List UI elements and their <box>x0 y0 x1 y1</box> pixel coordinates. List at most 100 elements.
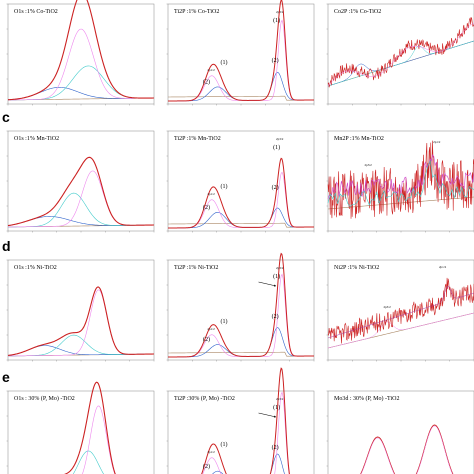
peak-annotation: 2p3/2 <box>276 137 284 141</box>
panel-title: Ti2P :1% Ni-TiO2 <box>174 265 218 271</box>
panel-o1s-1: O1s :1% Mn-TiO2 <box>6 130 155 233</box>
peak-annotation: (2) <box>272 444 279 451</box>
panel-frame <box>327 3 474 105</box>
panel-title: Mo3d : 30% (P, Mo) -TiO2 <box>334 395 399 402</box>
peak-annotation: (2) <box>203 336 210 343</box>
measured-spectrum <box>327 277 474 344</box>
panel-dopant-3: Mo3d : 30% (P, Mo) -TiO2 <box>326 390 474 474</box>
panel-o1s-0: O1s :1% Co-TiO2 <box>6 0 155 106</box>
background-line <box>167 95 315 101</box>
panel-title: O1s :1% Ni-TiO2 <box>14 265 57 271</box>
peak-annotation: (2) <box>203 79 210 86</box>
panel-frame <box>167 390 315 474</box>
panel-frame <box>327 390 474 474</box>
fit-envelope <box>7 0 155 101</box>
peak-annotation: 2p1/2 <box>439 265 447 269</box>
peak-annotation: 2p3/2 <box>383 305 391 309</box>
panel-ti2p-1: Ti2P :1% Mn-TiO2 (1) (2) (1) (2) 2p1/2 2p3/2 <box>166 130 315 233</box>
panel-ti2p-0: Ti2P :1% Co-TiO2 (1) (2) (1) (2) 2p1/2 2p3/2 <box>166 0 315 106</box>
peak-annotation: (2) <box>203 204 210 211</box>
fit-component-cyan <box>7 334 155 357</box>
panel-frame <box>7 259 155 361</box>
peak-annotation: (1) <box>273 144 280 151</box>
fit-component-magenta <box>167 171 315 229</box>
peak-annotation: (2) <box>203 463 210 470</box>
measured-spectrum <box>327 17 474 88</box>
panel-o1s-3: O1s : 30% (P, Mo) -TiO2 <box>6 381 155 474</box>
peak-annotation: (1) <box>221 59 228 66</box>
fit-component-cyan <box>7 65 155 101</box>
fit-envelope <box>360 424 454 474</box>
fit-envelope <box>7 286 155 356</box>
fit-component-magenta <box>167 19 315 102</box>
panel-ti2p-2: Ti2P :1% Ni-TiO2 (1) (2) (1) (2) 2p1/2 2p3/2 <box>166 252 315 362</box>
measured-spectrum <box>327 140 474 219</box>
peak-annotation: 2p1/2 <box>207 450 215 454</box>
fit-component-cyan <box>7 192 155 228</box>
panel-frame <box>167 3 315 105</box>
fit-envelope <box>201 367 290 474</box>
peak-annotation: (1) <box>273 404 280 411</box>
background-line <box>167 351 315 357</box>
peak-annotation: 2p1/2 <box>433 140 441 144</box>
annotation-arrow <box>258 412 277 418</box>
fit-envelope <box>7 156 155 227</box>
fit-component-magenta <box>7 170 155 228</box>
panel-frame <box>167 259 315 361</box>
fit-envelope <box>327 22 474 87</box>
row-label-d: d <box>2 238 11 254</box>
panel-title: O1s :1% Mn-TiO2 <box>14 136 59 142</box>
panel-dopant-2: Ni2P :1% Ni-TiO2 2p3/2 2p1/2 <box>326 259 474 362</box>
panel-frame <box>7 390 155 474</box>
peak-annotation: 2p1/2 <box>207 192 215 196</box>
peak-annotation: (1) <box>221 183 228 190</box>
fit-component-magenta <box>167 273 315 358</box>
peak-annotation: 2p1/2 <box>207 68 215 72</box>
peak-annotation: (2) <box>272 184 279 191</box>
fit-component-cyan <box>72 450 104 474</box>
panel-frame <box>167 130 315 232</box>
panel-title: Co2P :1% Co-TiO2 <box>334 9 381 15</box>
fit-component-blue <box>212 453 285 474</box>
panel-title: Ti2P :30% (P, Mo) -TiO2 <box>174 395 235 402</box>
peak-annotation: (1) <box>221 441 228 448</box>
panel-title: O1s :1% Co-TiO2 <box>14 9 58 15</box>
panel-title: Ti2P :1% Mn-TiO2 <box>174 136 221 142</box>
panel-ti2p-3: Ti2P :30% (P, Mo) -TiO2 (1) (2) (1) (2) 2p1/2… <box>166 367 315 474</box>
fit-component-magenta <box>82 405 116 474</box>
peak-annotation: (2) <box>272 57 279 64</box>
background-line <box>167 222 315 228</box>
annotation-arrowhead <box>273 284 277 287</box>
fit-component-magenta <box>360 425 453 474</box>
fit-envelope <box>167 252 314 358</box>
peak-annotation: (1) <box>273 17 280 24</box>
panel-frame <box>7 130 155 232</box>
fit-envelope <box>327 286 474 339</box>
panel-o1s-2: O1s :1% Ni-TiO2 <box>6 259 155 362</box>
panel-title: Mn2P :1% Mn-TiO2 <box>334 136 384 142</box>
fit-component-blue <box>7 216 155 226</box>
row-label-c: c <box>2 109 10 125</box>
fit-component-magenta <box>202 391 290 474</box>
annotation-arrow <box>258 281 277 287</box>
panel-frame <box>7 3 155 105</box>
peak-annotation: (2) <box>272 313 279 320</box>
panel-title: Ti2P :1% Co-TiO2 <box>174 9 219 15</box>
panel-dopant-0: Co2P :1% Co-TiO2 <box>326 3 474 106</box>
fit-component-cyan <box>327 40 474 87</box>
peak-annotation: 2p3/2 <box>276 266 284 270</box>
fit-envelope <box>64 381 116 474</box>
fit-component-cyan <box>327 159 474 207</box>
fit-component-magenta <box>7 28 155 101</box>
peak-annotation: 2p3/2 <box>365 163 373 167</box>
panel-frame <box>327 259 474 361</box>
panel-title: Ni2P :1% Ni-TiO2 <box>334 265 379 271</box>
fit-component-magenta <box>7 289 155 357</box>
panel-dopant-1: Mn2P :1% Mn-TiO2 2p3/2 2p1/2 <box>326 130 474 233</box>
panel-title: O1s : 30% (P, Mo) -TiO2 <box>14 395 75 402</box>
fit-envelope <box>167 0 314 102</box>
peak-annotation: (1) <box>273 273 280 280</box>
peak-annotation: 2p1/2 <box>207 327 215 331</box>
fit-component-magenta <box>327 312 474 349</box>
